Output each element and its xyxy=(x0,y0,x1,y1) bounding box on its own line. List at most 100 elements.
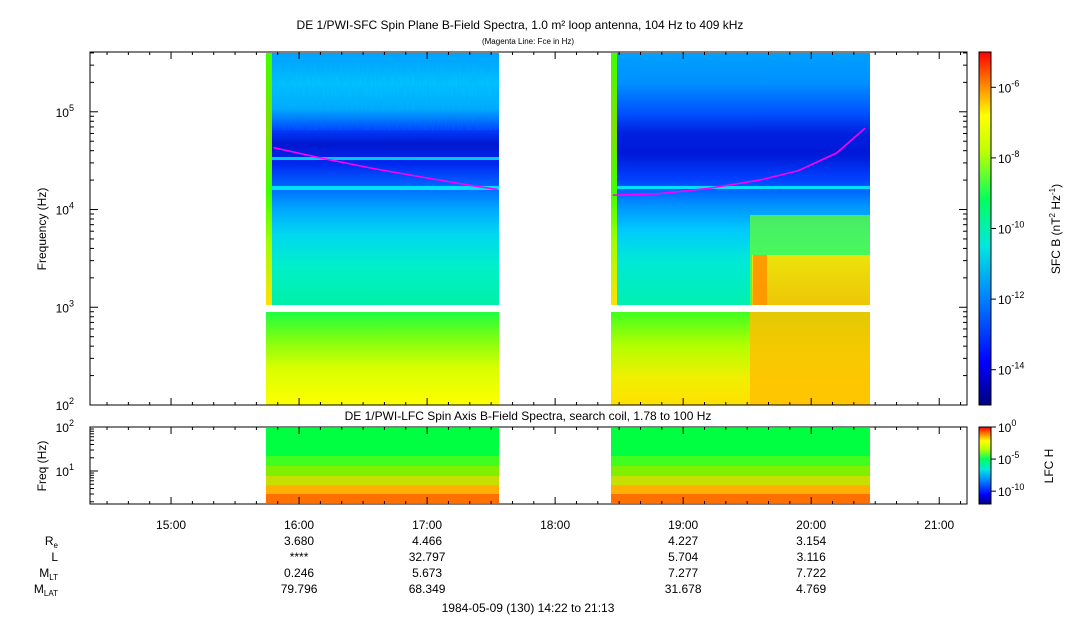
ephemeris-value: 7.277 xyxy=(668,566,698,580)
ephemeris-value: 3.116 xyxy=(797,550,826,564)
ephemeris-row-label: MLAT xyxy=(34,582,58,598)
ephemeris-value: **** xyxy=(290,550,309,564)
sfc-colorbar xyxy=(978,51,992,406)
top-ytick-label-base: 10 xyxy=(56,301,70,315)
lfc-colorbar-tick-label: 10-5 xyxy=(998,450,1019,467)
lfc-left-band-4 xyxy=(266,476,499,485)
sfc-colorbar-tick-label: 10-6 xyxy=(998,78,1019,95)
lfc-colorbar xyxy=(978,426,992,505)
ephemeris-row-label-main: L xyxy=(51,550,58,564)
ephemeris-row-label-main: R xyxy=(45,534,54,548)
ephemeris-row-label-sub: LAT xyxy=(44,589,58,598)
top-ytick-label-exp: 2 xyxy=(69,396,74,406)
bottom-ytick-label-base: 10 xyxy=(56,421,70,435)
top-plot-frame xyxy=(89,51,968,406)
sfc-colorbar-tick-label-base: 10 xyxy=(998,364,1012,378)
ephemeris-value: 4.466 xyxy=(412,534,442,548)
bottom-ytick-label-exp: 1 xyxy=(69,462,74,472)
sfc-colorbar-tick-label: 10-14 xyxy=(998,361,1024,378)
ephemeris-value: 7.722 xyxy=(796,566,826,580)
sfc-colorbar-tick-label-exp: -14 xyxy=(1011,361,1024,371)
sfc-left-edge-col xyxy=(266,53,272,305)
top-ytick-label-exp: 4 xyxy=(69,201,74,211)
lfc-left-band-3 xyxy=(266,466,499,476)
ephemeris-value: 0.246 xyxy=(284,566,314,580)
top-ytick-label-exp: 3 xyxy=(69,298,74,308)
top-ytick-label: 105 xyxy=(56,103,74,120)
sfc-left-line-b xyxy=(272,186,499,190)
lfc-colorbar-tick-label-exp: -10 xyxy=(1011,482,1024,492)
ephemeris-value: 4.227 xyxy=(668,534,698,548)
sfc-colorbar-tick-label: 10-12 xyxy=(998,290,1024,307)
sfc-colorbar-tick-label-base: 10 xyxy=(998,81,1012,95)
top-ytick-label: 102 xyxy=(56,396,74,413)
bottom-ytick-label-exp: 2 xyxy=(69,418,74,428)
lfc-colorbar-tick-label: 100 xyxy=(998,418,1016,435)
top-ytick-label-base: 10 xyxy=(56,399,70,413)
lfc-right-band-4 xyxy=(611,476,870,485)
time-tick-label: 17:00 xyxy=(412,518,442,532)
sfc-colorbar-tick-label-exp: -6 xyxy=(1011,78,1019,88)
top-spectrogram xyxy=(266,53,870,405)
bottom-spectrogram xyxy=(266,428,870,503)
sfc-left-line-a xyxy=(272,157,499,160)
sfc-left-lf xyxy=(266,312,499,405)
ephemeris-value: 4.769 xyxy=(796,582,826,596)
time-tick-label: 20:00 xyxy=(796,518,826,532)
ephemeris-row-label: MLT xyxy=(39,566,58,582)
sfc-colorbar-label: SFC B (nT2 Hz-1) xyxy=(1048,184,1063,274)
sfc-colorbar-tick-label: 10-8 xyxy=(998,149,1019,166)
sfc-right-burst-core xyxy=(752,255,870,305)
top-ytick-label-base: 10 xyxy=(56,204,70,218)
sfc-right-lf-burst xyxy=(750,312,870,405)
lfc-right-band-5 xyxy=(611,485,870,494)
sfc-colorbar-label-main: SFC B (nT xyxy=(1049,217,1063,274)
ephemeris-row-label: L xyxy=(51,550,58,564)
bottom-ytick-label-base: 10 xyxy=(56,465,70,479)
sfc-right-burst-stripe xyxy=(753,255,767,305)
sfc-colorbar-tick-label-base: 10 xyxy=(998,152,1012,166)
top-subtitle: (Magenta Line: Fce in Hz) xyxy=(482,37,574,46)
sfc-colorbar-label-exp1: 2 xyxy=(1048,212,1057,217)
top-ytick-label: 104 xyxy=(56,201,74,218)
lfc-colorbar-tick-label-exp: 0 xyxy=(1011,418,1016,428)
fce-line-right xyxy=(612,127,866,196)
top-ylabel: Frequency (Hz) xyxy=(35,188,49,271)
sfc-colorbar-tick-label-base: 10 xyxy=(998,223,1012,237)
sfc-left-noise xyxy=(272,60,499,130)
lfc-colorbar-tick-label: 10-10 xyxy=(998,482,1024,499)
lfc-colorbar-tick-label-base: 10 xyxy=(998,453,1012,467)
ephemeris-row-label-sub: LT xyxy=(49,573,58,582)
ephemeris-row-label-main: M xyxy=(34,582,44,596)
ephemeris-row-label: Re xyxy=(45,534,59,550)
sfc-colorbar-tick-label-base: 10 xyxy=(998,293,1012,307)
sfc-right-edge-col xyxy=(611,53,617,305)
bottom-ytick-label: 102 xyxy=(56,418,74,435)
lfc-colorbar-label: LFC H xyxy=(1042,449,1056,484)
bottom-ylabel: Freq (Hz) xyxy=(35,441,49,492)
ephemeris-value: 5.673 xyxy=(412,566,442,580)
sfc-colorbar-label-mid: Hz xyxy=(1049,195,1063,213)
ephemeris-value: 3.154 xyxy=(796,534,826,548)
time-tick-label: 15:00 xyxy=(156,518,186,532)
ephemeris-value: 3.680 xyxy=(284,534,314,548)
sfc-colorbar-label-end: ) xyxy=(1049,184,1063,188)
time-axis: 15:00 16:00 17:00 18:00 19:00 20:00 21:00 xyxy=(106,52,962,532)
top-ytick-label-exp: 5 xyxy=(69,103,74,113)
lfc-left-band-6 xyxy=(266,494,499,503)
fce-line-left xyxy=(273,146,498,191)
lfc-colorbar-tick-label-exp: -5 xyxy=(1011,450,1019,460)
sfc-right-line xyxy=(617,186,870,189)
lfc-colorbar-tick-label-base: 10 xyxy=(998,485,1012,499)
sfc-colorbar-tick-label-exp: -12 xyxy=(1011,290,1024,300)
sfc-colorbar-tick-label-exp: -10 xyxy=(1011,220,1024,230)
lfc-right-band-1 xyxy=(611,428,870,456)
sfc-colorbar-tick-label-exp: -8 xyxy=(1011,149,1019,159)
ephemeris-row-label-sub: e xyxy=(54,541,59,550)
top-ytick-label-base: 10 xyxy=(56,106,70,120)
time-tick-label: 19:00 xyxy=(668,518,698,532)
